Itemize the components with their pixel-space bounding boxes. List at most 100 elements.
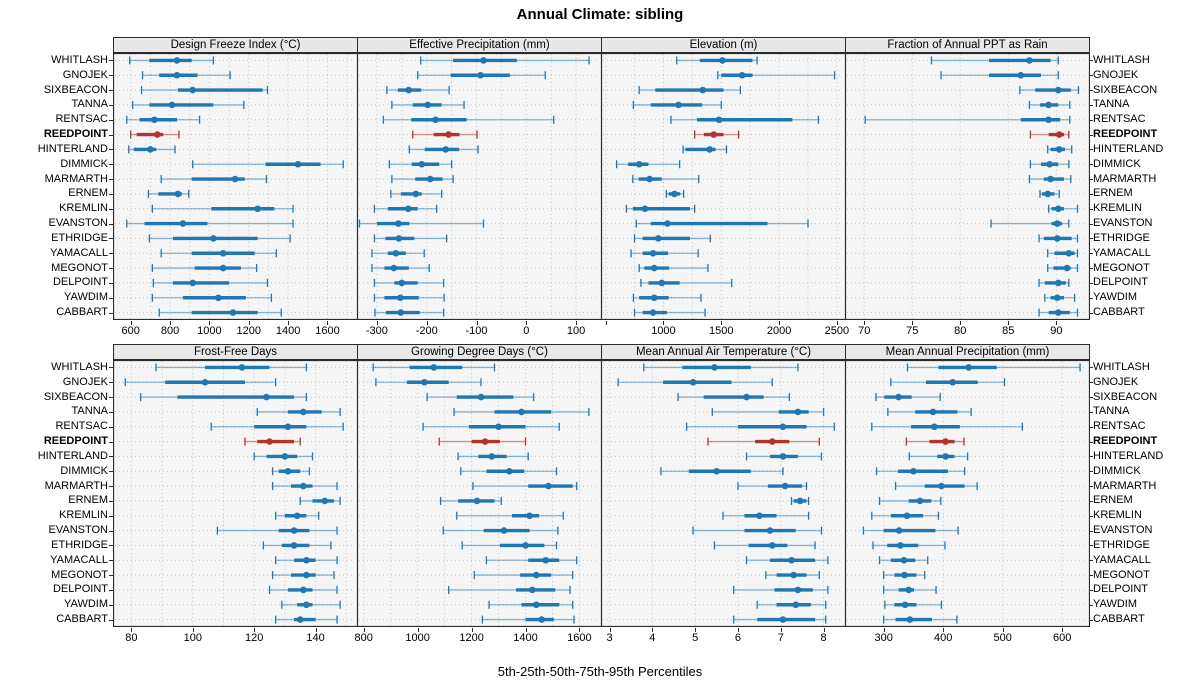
axis-tick-label: 4	[649, 632, 656, 644]
median-dot	[1045, 116, 1052, 124]
axis-tick-label: 80	[125, 632, 138, 644]
median-dot	[1055, 131, 1063, 138]
axis-tick	[823, 628, 825, 632]
panel-strip-mean-annual-air-temperature-c: Mean Annual Air Temperature (°C)	[601, 344, 846, 360]
station-label-delpoint: DELPOINT	[52, 276, 108, 289]
median-dot	[689, 378, 697, 386]
percentile-row-ethridge	[461, 541, 558, 550]
category-tick	[109, 282, 113, 284]
median-dot	[522, 542, 529, 549]
median-dot	[1055, 146, 1063, 153]
category-tick	[1089, 223, 1093, 225]
percentile-row-sixbeacon	[140, 86, 269, 95]
category-tick	[1089, 441, 1093, 443]
median-dot	[965, 364, 973, 371]
category-tick	[1089, 268, 1093, 270]
category-tick	[1089, 456, 1093, 458]
axis-tick-label: 600	[1053, 632, 1072, 644]
median-dot	[173, 57, 181, 64]
median-dot	[929, 408, 937, 416]
category-tick	[109, 530, 113, 532]
median-dot	[792, 601, 800, 609]
category-tick	[109, 149, 113, 151]
category-tick	[109, 545, 113, 547]
axis-tick-label: 400	[934, 632, 953, 644]
station-label-cabbart: CABBART	[56, 613, 108, 626]
axis-tick-label: 1400	[275, 325, 301, 337]
station-label-yamacall: YAMACALL	[50, 553, 108, 566]
axis-tick-label: 8	[820, 632, 827, 644]
median-dot	[895, 393, 902, 401]
median-dot	[397, 294, 404, 302]
percentile-row-kremlin	[275, 511, 320, 520]
percentile-row-cabbart	[481, 615, 575, 624]
median-dot	[426, 175, 434, 183]
axis-tick	[836, 321, 838, 325]
percentile-row-sixbeacon	[875, 393, 941, 402]
station-label-cabbart: CABBART	[1093, 306, 1145, 319]
station-label-marmarth: MARMARTH	[1093, 172, 1157, 185]
percentile-row-kremlin	[456, 511, 564, 520]
axis-tick-label: 80	[954, 325, 967, 337]
station-label-ethridge: ETHRIDGE	[1093, 231, 1150, 244]
median-dot	[532, 571, 540, 579]
median-dot	[528, 586, 536, 594]
percentile-row-ernem	[1039, 189, 1060, 198]
percentile-row-reedpoint	[244, 437, 301, 446]
x-axis-effective-precipitation-mm: -300 -200 -100 0 100	[357, 321, 601, 338]
median-dot	[710, 131, 718, 138]
axis-tick-label: 1600	[315, 325, 340, 337]
median-dot	[303, 571, 310, 579]
panel-strip-growing-degree-days-c: Growing Degree Days (°C)	[357, 344, 602, 360]
median-dot	[542, 556, 550, 564]
axis-tick-label: 800	[160, 325, 180, 337]
percentile-row-reedpoint	[130, 130, 180, 139]
median-dot	[518, 408, 525, 416]
median-dot	[715, 116, 723, 124]
percentile-row-dimmick	[192, 160, 344, 169]
median-dot	[263, 393, 270, 401]
axis-tick	[525, 628, 527, 632]
station-label-gnojek: GNOJEK	[62, 68, 108, 81]
category-tick	[109, 382, 113, 384]
axis-tick	[209, 321, 211, 325]
median-dot	[641, 205, 649, 213]
category-tick	[1089, 208, 1093, 210]
median-dot	[649, 249, 657, 257]
x-axis-fraction-of-annual-ppt-as-rain: 70 75 80 85 90	[845, 321, 1089, 338]
axis-tick-label: 3	[606, 632, 613, 644]
category-tick	[109, 179, 113, 181]
station-label-megonot: MEGONOT	[1093, 261, 1150, 274]
median-dot	[392, 249, 400, 257]
percentile-row-sixbeacon	[677, 393, 791, 402]
station-label-megonot: MEGONOT	[1093, 568, 1150, 581]
station-label-ernem: ERNEM	[68, 494, 108, 507]
station-label-kremlin: KREMLIN	[59, 509, 108, 522]
median-dot	[173, 71, 181, 79]
percentile-row-reedpoint	[707, 437, 820, 446]
axis-tick-label: 800	[354, 632, 373, 644]
percentile-row-marmarth	[737, 482, 808, 491]
axis-tick	[780, 628, 782, 632]
axis-tick-label: -100	[465, 325, 488, 337]
percentile-row-megonot	[765, 571, 820, 580]
axis-tick	[426, 321, 428, 325]
median-dot	[794, 586, 802, 594]
panel-effective-precipitation-mm	[357, 53, 602, 320]
axis-tick	[579, 628, 581, 632]
percentile-row-yamacall	[1047, 249, 1079, 258]
axis-tick-label: 140	[306, 632, 325, 644]
median-dot	[1026, 57, 1033, 64]
station-label-rentsac: RENTSAC	[1093, 113, 1146, 126]
station-label-evanston: EVANSTON	[48, 217, 109, 230]
percentile-row-rentsac	[422, 422, 560, 431]
station-label-sixbeacon: SIXBEACON	[1093, 83, 1158, 96]
median-dot	[1053, 294, 1061, 302]
axis-tick-label: 1000	[651, 325, 676, 337]
station-label-reedpoint: REEDPOINT	[43, 128, 108, 141]
axis-tick	[779, 321, 781, 325]
median-dot	[1054, 309, 1062, 316]
median-dot	[1017, 71, 1025, 79]
median-dot	[768, 542, 776, 549]
axis-tick-label: 300	[874, 632, 893, 644]
